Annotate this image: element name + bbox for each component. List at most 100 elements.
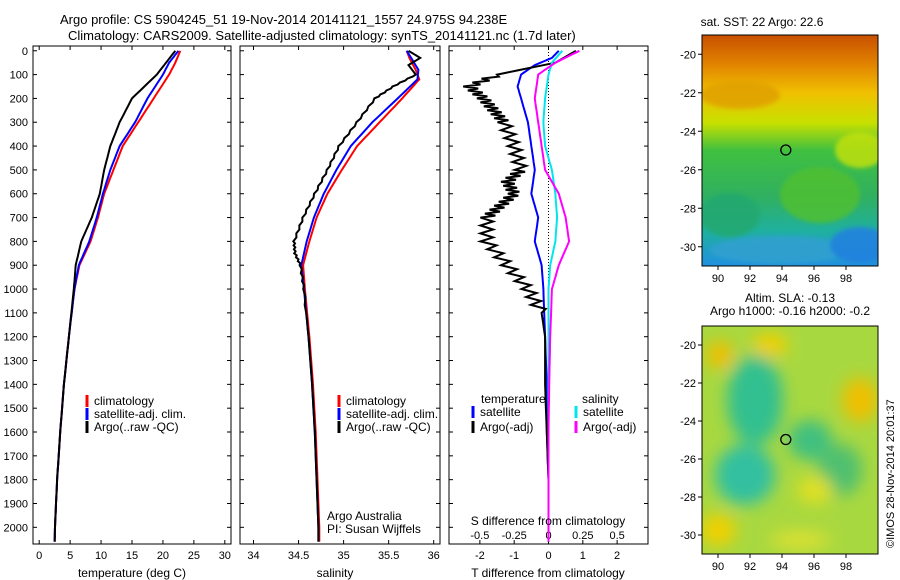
depth-tick-label: 0 <box>22 46 28 58</box>
map-lat-tick-label: -28 <box>680 203 696 215</box>
depth-tick-label: 2000 <box>4 522 28 534</box>
depth-tick-label: 500 <box>10 165 28 177</box>
x-tick-label: 30 <box>219 550 231 562</box>
x-tick-label: 2 <box>614 550 620 562</box>
depth-tick-label: 1200 <box>4 332 28 344</box>
series-line-salinity-satellite <box>300 50 420 542</box>
argo-position-marker <box>780 433 792 446</box>
s-difference-tick-label: -0.25 <box>502 530 527 542</box>
series-line-difference-s-satellite <box>542 50 563 542</box>
depth-tick-label: 300 <box>10 117 28 129</box>
x-tick-label: 35 <box>337 550 349 562</box>
x-tick-label: 20 <box>157 550 169 562</box>
depth-tick-label: 700 <box>10 213 28 225</box>
x-tick-label: 1 <box>580 550 586 562</box>
legend-label-satellite: satellite-adj. clim. <box>94 407 186 421</box>
x-tick-label: 10 <box>95 550 107 562</box>
map-lat-tick-label: -24 <box>680 126 696 138</box>
argo-position-marker <box>780 144 792 156</box>
map-lat-tick-label: -28 <box>680 492 696 504</box>
map-lat-tick-label: -30 <box>680 242 696 254</box>
map-lon-tick-label: 90 <box>712 273 724 285</box>
x-tick-label: 34.5 <box>288 550 309 562</box>
legend-label-s-satellite: satellite <box>583 405 624 419</box>
legend-label-argo: Argo(..raw -QC) <box>94 420 179 434</box>
series-line-salinity-climatology <box>302 50 421 542</box>
map-lat-tick-label: -20 <box>680 340 696 352</box>
depth-tick-label: 1400 <box>4 379 28 391</box>
depth-tick-label: 1500 <box>4 403 28 415</box>
x-tick-label: 36 <box>428 550 440 562</box>
depth-tick-label: 900 <box>10 260 28 272</box>
x-tick-label: -1 <box>509 550 519 562</box>
legend-label-t-satellite: satellite <box>480 405 521 419</box>
depth-tick-label: 200 <box>10 93 28 105</box>
series-line-temperature-argo <box>53 50 177 542</box>
sst-map-image <box>702 35 878 266</box>
map-lon-tick-label: 90 <box>712 561 724 573</box>
depth-tick-label: 1900 <box>4 498 28 510</box>
legend-header-salinity: salinity <box>582 392 619 406</box>
x-tick-label: 15 <box>126 550 138 562</box>
s-difference-tick-label: -0.5 <box>470 530 489 542</box>
series-line-difference-t-argo <box>463 49 577 542</box>
legend-label-climatology: climatology <box>346 394 406 408</box>
depth-tick-label: 1300 <box>4 356 28 368</box>
sst-map-frame <box>701 34 879 267</box>
salinity-panel-frame <box>239 45 441 545</box>
s-difference-tick-label: 0.5 <box>609 530 624 542</box>
map-lon-tick-label: 94 <box>776 561 788 573</box>
x-tick-label: 0 <box>545 550 551 562</box>
legend-label-argo: Argo(..raw -QC) <box>346 420 431 434</box>
legend-label-s-argo: Argo(-adj) <box>583 420 636 434</box>
map-lat-tick-label: -20 <box>680 49 696 61</box>
note-argo-australia: Argo Australia <box>327 509 402 523</box>
map-lat-tick-label: -30 <box>680 530 696 542</box>
sla-map-title-line2: Argo h1000: -0.16 h2000: -0.2 <box>710 304 870 318</box>
depth-tick-label: 1100 <box>4 308 28 320</box>
s-difference-axis-label: S difference from climatology <box>471 514 626 528</box>
temperature-axis-label: temperature (deg C) <box>78 566 186 580</box>
map-lat-tick-label: -22 <box>680 88 696 100</box>
depth-tick-label: 1000 <box>4 284 28 296</box>
imos-timestamp: ©IMOS 28-Nov-2014 20:01:37 <box>885 399 897 548</box>
map-lon-tick-label: 96 <box>808 273 820 285</box>
salinity-axis-label: salinity <box>317 566 354 580</box>
map-lon-tick-label: 92 <box>744 273 756 285</box>
plot-title-line1: Argo profile: CS 5904245_51 19-Nov-2014 … <box>60 12 508 27</box>
depth-tick-label: 600 <box>10 189 28 201</box>
note-pi-name: PI: Susan Wijffels <box>327 522 421 536</box>
map-lat-tick-label: -22 <box>680 378 696 390</box>
depth-tick-label: 1800 <box>4 475 28 487</box>
depth-tick-label: 100 <box>10 70 28 82</box>
legend-label-satellite: satellite-adj. clim. <box>346 407 438 421</box>
series-line-difference-s-argo <box>533 49 580 542</box>
legend-header-temperature: temperature <box>481 392 546 406</box>
s-difference-tick-label: 0.25 <box>572 530 593 542</box>
map-lat-tick-label: -26 <box>680 454 696 466</box>
map-lon-tick-label: 98 <box>840 561 852 573</box>
map-lon-tick-label: 94 <box>776 273 788 285</box>
temperature-panel-frame <box>32 45 232 545</box>
depth-tick-label: 400 <box>10 141 28 153</box>
map-lon-tick-label: 92 <box>744 561 756 573</box>
depth-tick-label: 1700 <box>4 451 28 463</box>
map-lat-tick-label: -24 <box>680 416 696 428</box>
depth-tick-label: 1600 <box>4 427 28 439</box>
x-tick-label: 25 <box>188 550 200 562</box>
sst-map-title: sat. SST: 22 Argo: 22.6 <box>701 15 824 29</box>
sla-map-image <box>702 326 878 554</box>
legend-label-climatology: climatology <box>94 394 154 408</box>
map-lon-tick-label: 96 <box>808 561 820 573</box>
series-line-salinity-argo <box>292 49 423 542</box>
plot-title-line2: Climatology: CARS2009. Satellite-adjuste… <box>68 28 576 43</box>
x-tick-label: 34 <box>247 550 259 562</box>
x-tick-label: 35.5 <box>378 550 399 562</box>
legend-label-t-argo: Argo(-adj) <box>480 420 533 434</box>
depth-tick-label: 800 <box>10 236 28 248</box>
x-tick-label: -2 <box>475 550 485 562</box>
map-lon-tick-label: 98 <box>840 273 852 285</box>
t-difference-axis-label: T difference from climatology <box>471 566 625 580</box>
x-tick-label: 5 <box>67 550 73 562</box>
